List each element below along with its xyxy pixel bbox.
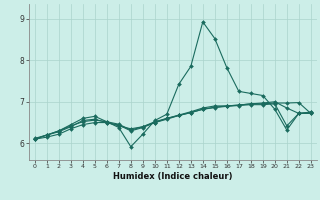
X-axis label: Humidex (Indice chaleur): Humidex (Indice chaleur) [113, 172, 233, 181]
